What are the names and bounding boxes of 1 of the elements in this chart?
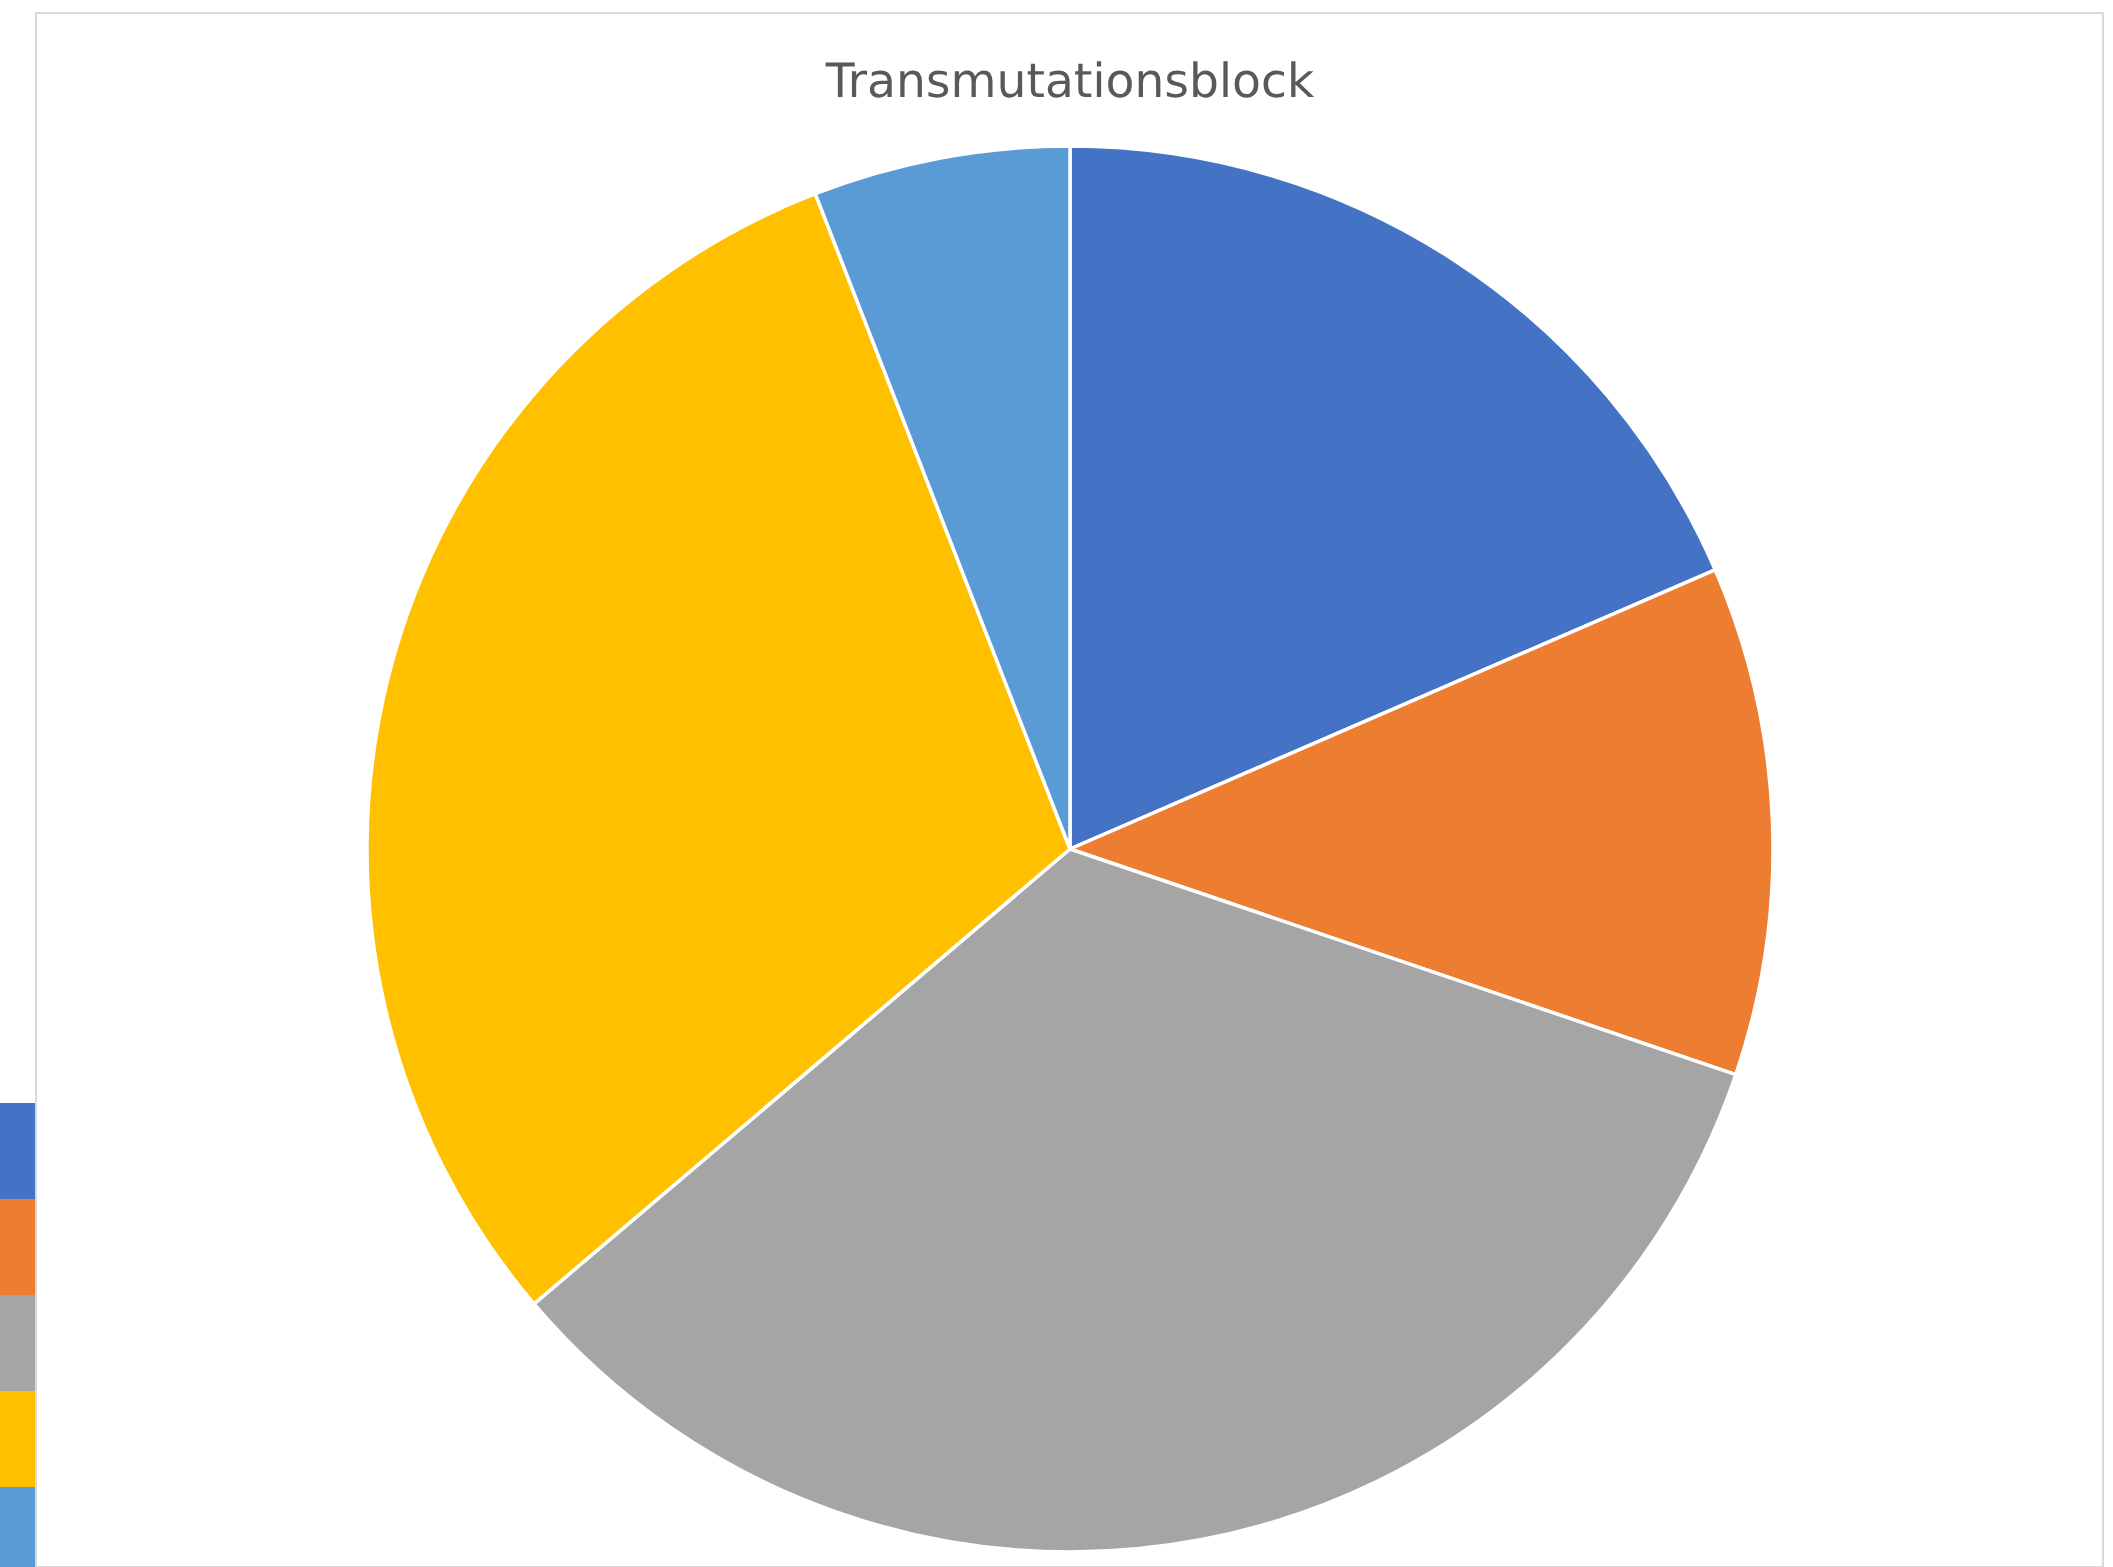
chart-title: Transmutationsblock [825,61,1315,98]
